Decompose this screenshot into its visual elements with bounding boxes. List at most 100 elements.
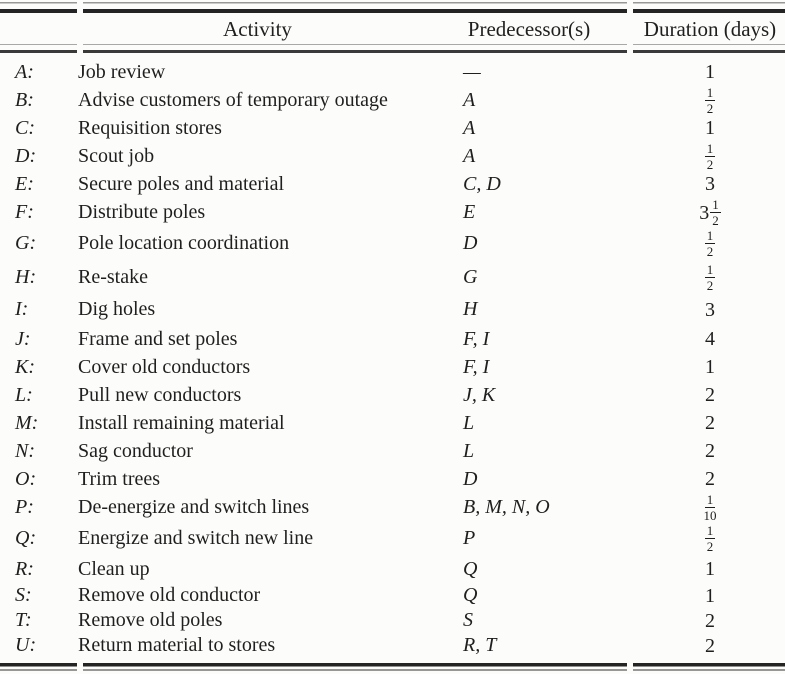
table-row: U: Return material to stores R, T 2 xyxy=(0,633,785,658)
activity-name: Sag conductor xyxy=(78,439,193,462)
duration-whole: 2 xyxy=(705,468,715,490)
activity-name: Frame and set poles xyxy=(78,327,238,350)
duration: 1 10 xyxy=(635,493,785,522)
duration: 2 xyxy=(635,441,785,461)
activity-name: Remove old conductor xyxy=(78,584,261,606)
duration: 1 xyxy=(635,586,785,606)
table-row: L: Pull new conductors J, K 2 xyxy=(0,381,785,409)
activity-id: G: xyxy=(15,231,37,254)
table-row: N: Sag conductor L 2 xyxy=(0,437,785,465)
activity-name: Secure poles and material xyxy=(78,172,285,195)
activity-name: Trim trees xyxy=(78,467,161,490)
table-row: S: Remove old conductor Q 1 xyxy=(0,583,785,608)
duration-whole: 2 xyxy=(705,634,715,657)
predecessors: D xyxy=(463,467,478,490)
duration: 2 xyxy=(635,611,785,631)
table-header-row: Activity Predecessor(s) Duration (days) xyxy=(0,14,785,44)
activity-id: F: xyxy=(15,201,34,223)
table-bottom-rule xyxy=(0,663,785,671)
duration-whole: 1 xyxy=(705,584,715,607)
table-row: D: Scout job A 1 2 xyxy=(0,142,785,171)
activity-name: Cover old conductors xyxy=(78,355,251,378)
predecessors: P xyxy=(463,526,476,549)
duration: 1 xyxy=(635,357,785,377)
predecessors: Q xyxy=(463,584,478,606)
duration: 1 xyxy=(635,118,785,138)
table-row: E: Secure poles and material C, D 3 xyxy=(0,170,785,198)
predecessors: J, K xyxy=(463,383,496,406)
table-top-rule xyxy=(0,2,785,13)
activity-name: Pole location coordination xyxy=(78,231,290,254)
activity-name: Remove old poles xyxy=(78,609,223,631)
activity-name: Re-stake xyxy=(78,265,148,288)
activity-name: De-energize and switch lines xyxy=(78,496,310,518)
activity-id: K: xyxy=(15,355,35,378)
predecessors: C, D xyxy=(463,172,501,195)
activity-name: Install remaining material xyxy=(78,411,285,434)
predecessors: A xyxy=(463,145,476,167)
table-body: A: Job review — 1 B: Advise customers of temp… xyxy=(0,58,785,658)
activity-id: A: xyxy=(15,60,34,83)
table-row: K: Cover old conductors F, I 1 xyxy=(0,353,785,381)
activity-id: L: xyxy=(15,383,33,406)
table-row: J: Frame and set poles F, I 4 xyxy=(0,325,785,353)
fraction: 1 10 xyxy=(703,492,717,523)
duration: 2 xyxy=(635,469,785,489)
predecessors: Q xyxy=(463,557,478,580)
duration: 1 xyxy=(635,559,785,579)
duration-whole: 1 xyxy=(705,117,715,139)
activity-id: B: xyxy=(15,89,34,111)
duration: 2 xyxy=(635,636,785,656)
duration-whole: 1 xyxy=(705,61,715,83)
table-row: T: Remove old poles S 2 xyxy=(0,608,785,633)
predecessors: B, M, N, O xyxy=(463,496,550,518)
predecessors: H xyxy=(463,298,478,320)
table-row: M: Install remaining material L 2 xyxy=(0,409,785,437)
predecessors: L xyxy=(463,411,475,434)
activity-id: T: xyxy=(15,609,32,631)
predecessors: S xyxy=(463,609,473,631)
duration-whole: 1 xyxy=(705,558,715,580)
duration-whole: 3 xyxy=(699,201,710,224)
activity-id: O: xyxy=(15,467,37,490)
duration-whole: 2 xyxy=(705,609,715,632)
activity-id: N: xyxy=(15,439,35,462)
duration-whole: 2 xyxy=(705,412,715,434)
activity-name: Pull new conductors xyxy=(78,383,242,406)
activity-name: Requisition stores xyxy=(78,116,222,139)
activity-id: E: xyxy=(15,172,34,195)
activity-name: Dig holes xyxy=(78,298,156,320)
predecessors: G xyxy=(463,265,478,288)
activity-name: Return material to stores xyxy=(78,634,276,656)
predecessors: E xyxy=(463,201,476,223)
duration: 3 xyxy=(635,300,785,320)
activity-name: Job review xyxy=(78,60,166,83)
predecessors: A xyxy=(463,89,476,111)
duration: 2 xyxy=(635,385,785,405)
activity-id: I: xyxy=(15,298,29,320)
duration: 4 xyxy=(635,329,785,349)
table-row: R: Clean up Q 1 xyxy=(0,555,785,583)
table-row: F: Distribute poles E 3 1 2 xyxy=(0,197,785,228)
activity-id: P: xyxy=(15,496,34,518)
activity-id: Q: xyxy=(15,526,37,549)
activity-name: Advise customers of temporary outage xyxy=(78,89,388,111)
activity-id: H: xyxy=(15,265,37,288)
table-row: B: Advise customers of temporary outage A 1… xyxy=(0,86,785,115)
activity-name: Energize and switch new line xyxy=(78,526,314,549)
activity-id: J: xyxy=(15,327,31,350)
activity-name: Clean up xyxy=(78,557,150,580)
column-header-activity: Activity xyxy=(223,16,292,41)
duration-whole: 3 xyxy=(705,298,715,321)
